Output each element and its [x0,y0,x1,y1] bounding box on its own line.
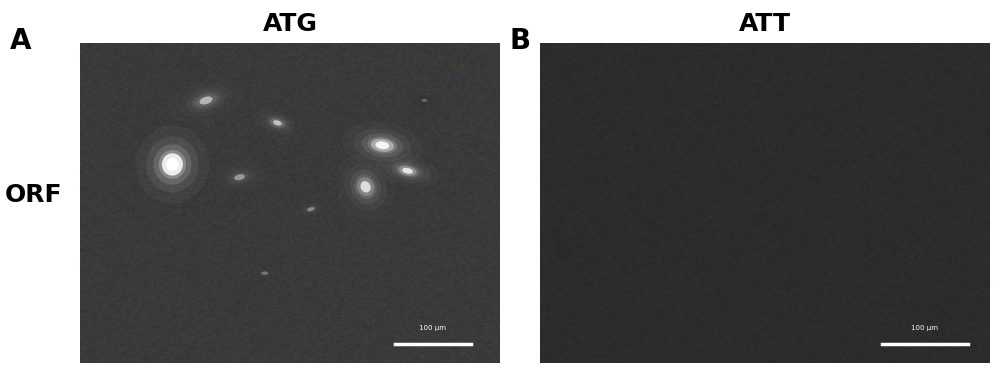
Ellipse shape [399,166,417,176]
Ellipse shape [418,97,431,104]
Ellipse shape [257,269,272,277]
Ellipse shape [250,266,280,280]
Ellipse shape [217,165,262,190]
Ellipse shape [260,112,295,134]
Ellipse shape [259,270,271,276]
Ellipse shape [385,159,430,183]
Ellipse shape [303,204,319,214]
Ellipse shape [371,138,394,152]
Text: ATG: ATG [262,12,318,36]
Ellipse shape [305,206,317,213]
Ellipse shape [415,96,433,105]
Ellipse shape [199,96,213,105]
Ellipse shape [375,141,389,149]
Text: 100 μm: 100 μm [911,325,938,331]
Ellipse shape [367,136,397,154]
Ellipse shape [154,144,191,184]
Ellipse shape [344,163,387,211]
Ellipse shape [357,177,374,196]
Ellipse shape [186,89,226,113]
Ellipse shape [261,271,268,275]
Ellipse shape [554,241,572,261]
Ellipse shape [254,268,275,278]
Text: ORF: ORF [5,183,62,207]
Ellipse shape [396,165,419,177]
Ellipse shape [179,84,233,117]
Ellipse shape [419,98,429,103]
Ellipse shape [360,181,371,193]
Ellipse shape [412,94,437,107]
Ellipse shape [270,119,284,127]
Ellipse shape [421,99,427,102]
Ellipse shape [350,170,381,204]
Ellipse shape [295,200,327,218]
Text: B: B [510,27,531,55]
Ellipse shape [402,168,413,174]
Ellipse shape [353,129,411,162]
Ellipse shape [166,158,179,171]
Ellipse shape [268,117,287,129]
Ellipse shape [273,120,282,126]
Text: A: A [10,27,32,55]
Ellipse shape [234,174,245,180]
Ellipse shape [228,170,251,184]
Ellipse shape [362,133,403,157]
Ellipse shape [162,153,183,176]
Ellipse shape [300,203,322,216]
Ellipse shape [192,92,220,109]
Ellipse shape [354,174,377,199]
Text: 100 μm: 100 μm [419,325,446,331]
Ellipse shape [231,172,249,183]
Ellipse shape [195,94,217,107]
Ellipse shape [307,207,315,211]
Ellipse shape [223,168,256,186]
Ellipse shape [392,162,424,179]
Ellipse shape [265,115,290,131]
Text: ATT: ATT [739,12,791,36]
Ellipse shape [146,136,199,192]
Ellipse shape [159,150,186,179]
